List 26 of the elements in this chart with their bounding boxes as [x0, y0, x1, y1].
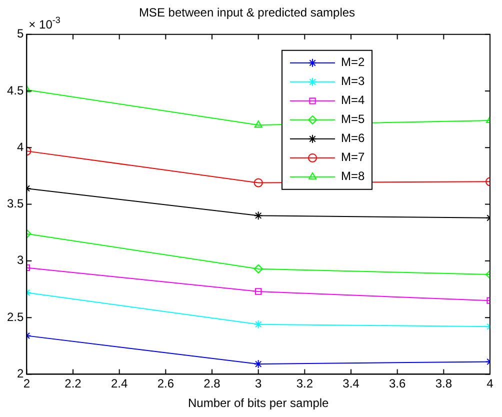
x-tick-label: 3 — [254, 376, 262, 391]
y-tick-label: 2.5 — [6, 310, 24, 324]
x-tick-label: 4 — [486, 376, 494, 391]
legend-label: M=3 — [341, 74, 366, 88]
legend-label: M=2 — [341, 55, 366, 70]
x-tick-label: 3.6 — [388, 376, 406, 391]
y-tick-label: 5 — [16, 26, 24, 41]
x-tick-label: 2.6 — [157, 376, 174, 391]
x-tick-label: 3.2 — [296, 376, 314, 391]
y-tick-label: 3.5 — [6, 196, 24, 211]
x-tick-label: 2.4 — [111, 376, 128, 391]
y-tick-label: 4.5 — [6, 83, 24, 98]
y-tick-label: 4 — [16, 140, 24, 154]
x-tick-label: 3.4 — [342, 376, 360, 391]
x-tick-label: 2.8 — [204, 376, 221, 391]
legend-label: M=4 — [341, 93, 366, 108]
y-tick-label: 3 — [16, 253, 24, 268]
x-tick-label: 2.2 — [64, 376, 82, 391]
x-tick-label: 3.8 — [435, 376, 452, 391]
legend-label: M=8 — [341, 169, 366, 184]
legend-label: M=6 — [341, 131, 366, 146]
legend-label: M=7 — [341, 150, 366, 164]
x-axis-title: Number of bits per sample — [188, 396, 330, 410]
chart-title: MSE between input & predicted samples — [138, 6, 356, 20]
legend-label: M=5 — [341, 112, 366, 126]
y-tick-label: 2 — [16, 366, 24, 381]
